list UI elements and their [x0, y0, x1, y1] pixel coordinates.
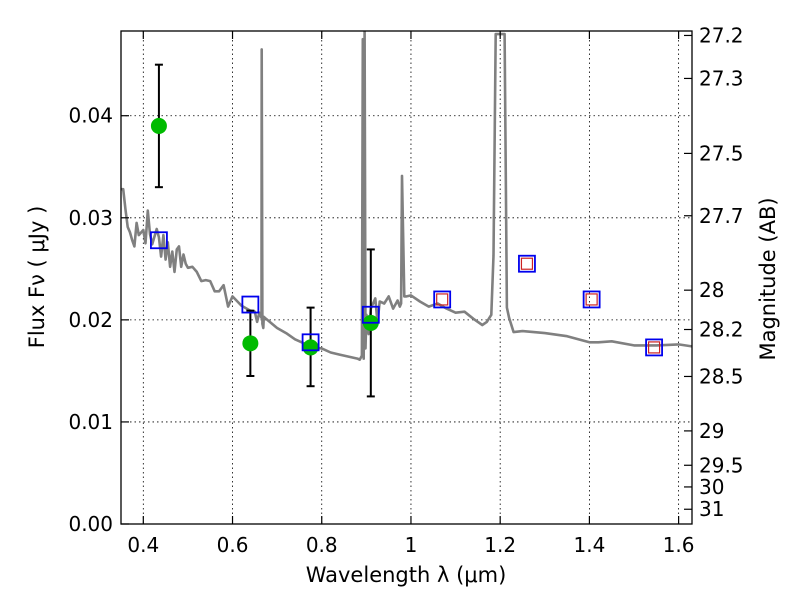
observed-point: [302, 339, 319, 356]
synthetic-point: [241, 295, 260, 314]
x-tick-label: 1.4: [573, 533, 605, 557]
mag-tick-label: 28.2: [699, 318, 744, 342]
x-tick-label: 1: [405, 533, 418, 557]
x-axis-ticks: 0.4 0.6 0.8 1 1.2 1.4 1.6: [127, 31, 695, 557]
plot-frame: [120, 30, 693, 525]
synthetic-point: [433, 290, 452, 309]
mag-tick-label: 28.5: [699, 364, 744, 388]
model-sed-line: [121, 31, 692, 361]
x-tick-label: 0.8: [306, 533, 338, 557]
mag-tick-label: 27.5: [699, 141, 744, 165]
synthetic-inner-marker: [647, 341, 661, 354]
synthetic-inner-marker: [585, 293, 598, 306]
x-tick-label: 0.4: [127, 533, 159, 557]
observed-points: [150, 117, 379, 356]
mag-tick-label: 30: [699, 475, 724, 499]
synthetic-point: [301, 333, 320, 352]
x-tick-label: 1.2: [484, 533, 516, 557]
grid-lines: [121, 31, 692, 525]
synthetic-point: [582, 290, 601, 309]
mag-tick-label: 29: [699, 419, 724, 443]
synthetic-point: [645, 338, 663, 357]
y-tick-label: 0.01: [68, 410, 113, 434]
synthetic-point: [150, 231, 168, 250]
mag-tick-label: 27.3: [699, 66, 744, 90]
y-axis-label: Flux Fν ( μJy ): [25, 206, 49, 349]
synthetic-inner-marker: [520, 257, 534, 270]
synthetic-points: [150, 231, 663, 357]
x-tick-label: 0.6: [217, 533, 249, 557]
error-bars: [154, 63, 375, 398]
y-tick-label: 0.00: [68, 512, 113, 536]
x-tick-label: 1.6: [663, 533, 695, 557]
x-axis-label: Wavelength λ (μm): [306, 563, 507, 587]
right-axis-label: Magnitude (AB): [756, 197, 780, 360]
observed-point: [242, 335, 259, 352]
mag-tick-label: 28: [699, 278, 724, 302]
synthetic-inner-marker: [436, 293, 449, 306]
synthetic-point: [518, 254, 536, 273]
y-tick-label: 0.04: [68, 104, 113, 128]
y-tick-label: 0.02: [68, 308, 113, 332]
mag-tick-label: 27.7: [699, 204, 744, 228]
mag-tick-label: 29.5: [699, 453, 744, 477]
mag-tick-label: 31: [699, 497, 724, 521]
observed-point: [150, 117, 167, 134]
synthetic-point: [361, 305, 380, 324]
y-axis-ticks: 0.00 0.01 0.02 0.03 0.04: [68, 104, 129, 536]
y-tick-label: 0.03: [68, 206, 113, 230]
plot-area: [121, 31, 692, 398]
mag-tick-label: 27.2: [699, 23, 744, 47]
